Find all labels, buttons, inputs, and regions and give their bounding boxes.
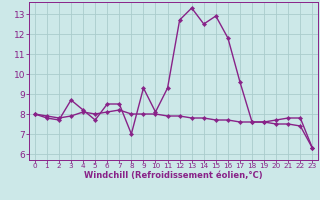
X-axis label: Windchill (Refroidissement éolien,°C): Windchill (Refroidissement éolien,°C): [84, 171, 263, 180]
